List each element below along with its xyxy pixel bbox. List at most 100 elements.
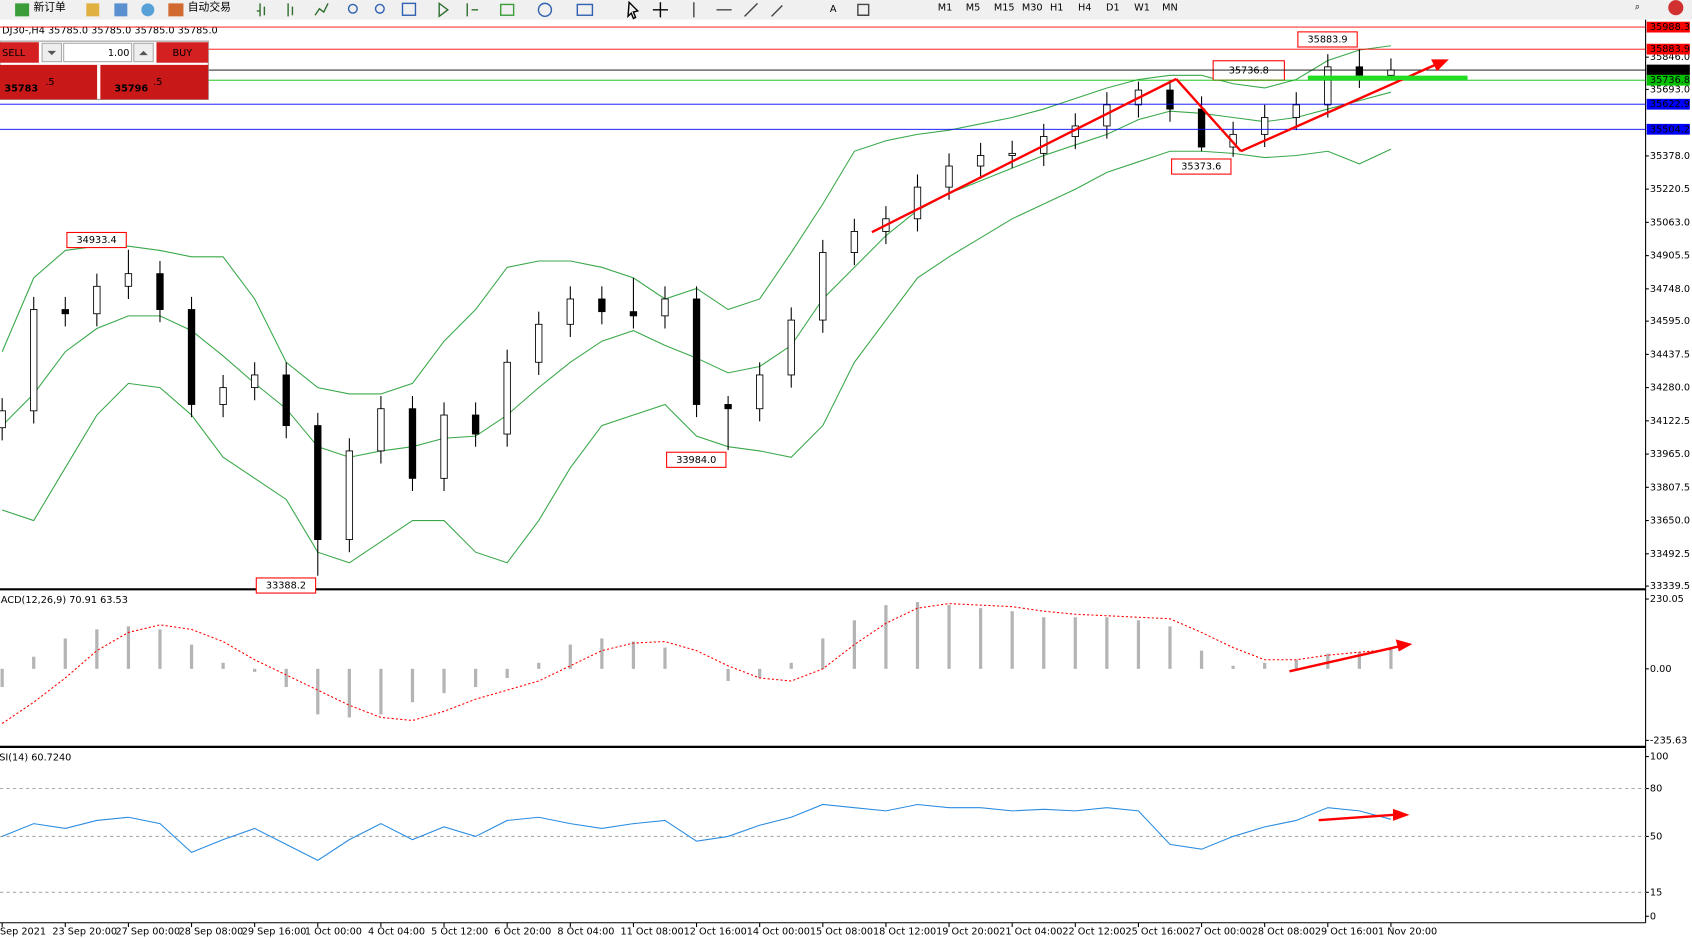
account-icon[interactable] (1668, 0, 1684, 16)
price-annotation-box (1297, 31, 1358, 48)
bar-chart-icon[interactable] (256, 3, 266, 17)
auto-trading-icon[interactable] (168, 3, 184, 17)
x-tick-label: 1 Oct 00:00 (305, 926, 362, 937)
buy-button[interactable] (156, 42, 209, 63)
sell-price-box[interactable] (0, 64, 98, 100)
level-label: 35883.9 (1650, 44, 1690, 55)
candle-body (945, 165, 953, 188)
label-icon[interactable] (857, 3, 870, 16)
search-icon[interactable]: ⌕ (1635, 2, 1640, 13)
macd-bar (600, 638, 604, 669)
macd-pane: MACD(12,26,9) 70.91 63.53 230.05 0.00 -235.… (0, 594, 1687, 746)
shift-icon[interactable] (466, 3, 479, 17)
macd-bar (1326, 653, 1330, 669)
auto-trading-button[interactable]: 自动交易 (188, 1, 231, 14)
level-label-box (1646, 123, 1690, 135)
timeframe-button[interactable]: W1 (1134, 3, 1150, 14)
candle-icon[interactable] (287, 3, 294, 17)
timeframe-button[interactable]: M30 (1022, 3, 1043, 14)
price-annotation-box (66, 231, 127, 249)
candle-body (377, 408, 385, 452)
timeframe-button[interactable]: H1 (1050, 3, 1063, 14)
x-tick-label: 27 Sep 00:00 (115, 926, 180, 937)
tool-icon[interactable] (141, 3, 155, 17)
new-order-icon[interactable] (15, 3, 30, 17)
indicators-icon[interactable] (499, 3, 515, 16)
x-tick-label: 22 Oct 12:00 (1062, 926, 1125, 937)
candle-body (661, 298, 669, 317)
candle-body (913, 186, 922, 220)
cursor-icon[interactable] (627, 0, 640, 20)
trend-arrow (1175, 78, 1242, 153)
x-tick-label: 29 Oct 16:00 (1315, 926, 1378, 937)
macd-bar (884, 605, 888, 669)
candle-body (440, 414, 448, 479)
y-tick-label: 0.00 (1650, 664, 1672, 675)
price-annotation: 35736.8 (1229, 65, 1269, 76)
level-label-box (1646, 43, 1690, 55)
arrow-head (1431, 59, 1449, 72)
tool-icon[interactable] (86, 3, 100, 17)
buy-pips[interactable]: .5 (153, 77, 162, 88)
buy-price-box[interactable] (100, 64, 209, 100)
candle-body (187, 309, 196, 405)
x-tick-label: 18 Oct 12:00 (873, 926, 936, 937)
sell-label[interactable]: SELL (2, 48, 26, 59)
timeframe-button[interactable]: H4 (1078, 3, 1091, 14)
timeframe-button[interactable]: MN (1162, 3, 1178, 14)
level-label-box (1646, 74, 1690, 86)
price-pane: DJ30-,H4 35785.0 35785.0 35785.0 35785.0… (0, 21, 1690, 594)
templates-icon[interactable] (576, 3, 594, 16)
candle-body (156, 273, 164, 310)
tile-icon[interactable] (401, 2, 417, 16)
arrow-head (1392, 808, 1410, 821)
macd-bar (726, 668, 730, 682)
candle-body (850, 231, 859, 253)
new-order-button[interactable]: 新订单 (33, 1, 66, 14)
sell-pips[interactable]: .5 (45, 77, 54, 88)
macd-bar (1168, 626, 1172, 669)
timeframe-button[interactable]: M15 (994, 3, 1015, 14)
zoom-in-icon[interactable] (347, 3, 358, 14)
buy-price[interactable]: 35796 (114, 84, 148, 95)
macd-bar (821, 638, 825, 669)
lots-value[interactable]: 1.00 (108, 48, 130, 59)
rsi-line (1, 803, 1392, 862)
periods-icon[interactable] (537, 2, 553, 18)
line-icon[interactable] (314, 3, 329, 16)
timeframe-button[interactable]: M1 (938, 3, 953, 14)
candle-body (1387, 69, 1395, 76)
x-tick-label: 25 Oct 16:00 (1125, 926, 1188, 937)
zoom-out-icon[interactable] (374, 3, 385, 14)
macd-bar (789, 662, 793, 669)
timeframe-button[interactable]: D1 (1106, 3, 1120, 14)
y-tick-label: 34437.5 (1650, 349, 1690, 360)
price-annotation: 34933.4 (77, 235, 117, 246)
y-tick-label: 35220.5 (1650, 184, 1690, 195)
candle-body (61, 309, 69, 315)
candle-body (819, 252, 827, 321)
x-tick-label: 5 Oct 12:00 (431, 926, 488, 937)
macd-arrow (1289, 645, 1399, 673)
up-arrow (139, 50, 148, 56)
price-annotation: 35883.9 (1307, 34, 1347, 45)
x-tick-label: Sep 2021 (0, 926, 46, 937)
candle-body (0, 410, 6, 429)
timeframe-button[interactable]: M5 (966, 3, 981, 14)
trade-panel: SELL 1.00 BUY 35783 .5 35796 .5 (0, 40, 209, 100)
sell-price[interactable]: 35783 (4, 84, 38, 95)
text-tool[interactable]: A (830, 4, 837, 15)
scroll-icon[interactable] (438, 1, 449, 18)
tool-icon[interactable] (114, 3, 128, 17)
indicator-header: MACD(12,26,9) 70.91 63.53 (0, 595, 128, 606)
x-tick-label: 14 Oct 00:00 (747, 926, 810, 937)
buy-label[interactable]: BUY (173, 48, 193, 59)
drawing-tools[interactable] (693, 2, 783, 18)
price-annotation: 35373.6 (1181, 162, 1221, 173)
sell-button[interactable] (0, 42, 39, 63)
macd-bar (253, 668, 257, 672)
lots-input[interactable] (63, 42, 133, 63)
candle-body (1008, 152, 1016, 156)
crosshair-icon[interactable] (652, 2, 668, 18)
